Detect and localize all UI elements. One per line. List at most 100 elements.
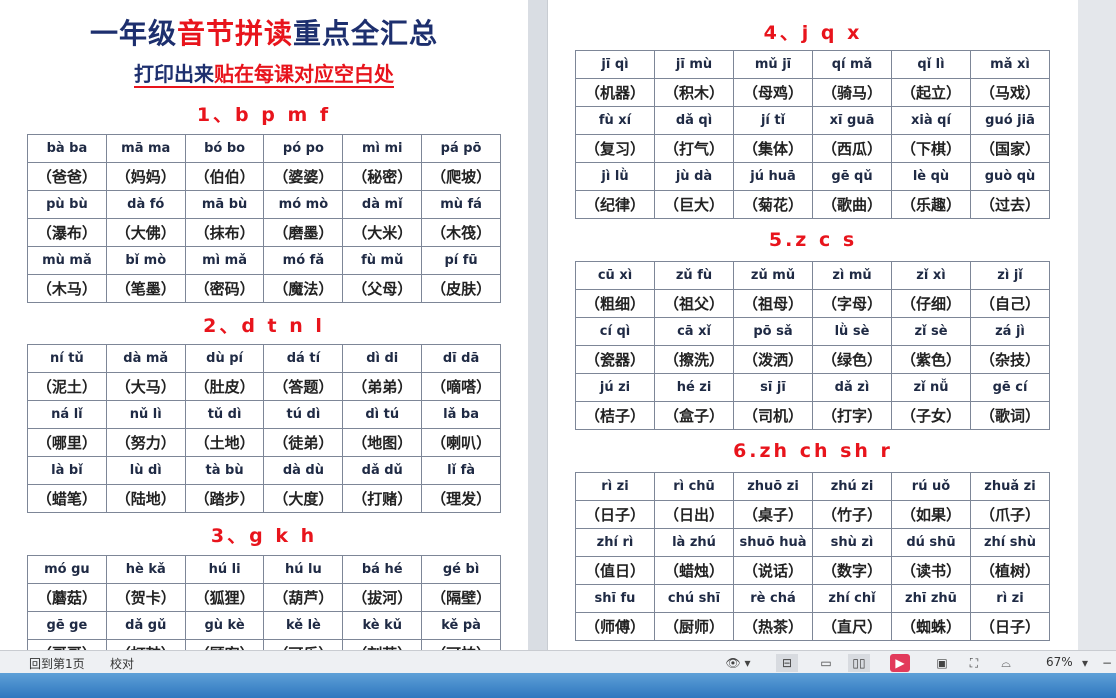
zoom-level[interactable]: 67%	[1046, 655, 1073, 669]
pinyin-cell: gē cí	[970, 373, 1050, 402]
section-heading: 6.zh ch sh r	[733, 440, 893, 462]
pinyin-row: mù mǎ bǐ mò mì mǎ mó fǎ fù mǔ pí fū	[27, 246, 501, 275]
word-cell: （大度）	[263, 484, 344, 513]
word-row: （纪律） （巨大） （菊花） （歌曲） （乐趣） （过去）	[575, 190, 1050, 219]
pinyin-row: cū xì zǔ fù zǔ mǔ zì mǔ zǐ xì zì jǐ	[575, 261, 1050, 290]
word-cell: （机器）	[575, 78, 655, 107]
word-cell: （歌曲）	[812, 190, 892, 219]
word-row: （桔子） （盒子） （司机） （打字） （子女） （歌词）	[575, 401, 1050, 430]
word-cell: （子女）	[891, 401, 971, 430]
pinyin-cell: jì lǜ	[575, 162, 655, 191]
word-cell: （大马）	[105, 372, 186, 401]
pinyin-cell: jī qì	[575, 50, 655, 79]
pinyin-cell: zá jì	[970, 317, 1050, 346]
word-cell: （竹子）	[812, 500, 892, 529]
pinyin-cell: hú lu	[263, 555, 344, 584]
pinyin-cell: zǐ xì	[891, 261, 971, 290]
word-row: （师傅） （厨师） （热茶） （直尺） （蜘蛛） （日子）	[575, 612, 1050, 641]
title-part: 一年级	[89, 17, 177, 50]
word-cell: （打字）	[812, 401, 892, 430]
pinyin-cell: zhuǎ zi	[970, 472, 1050, 501]
word-cell: （打鼓）	[105, 639, 186, 650]
word-row: （日子） （日出） （桌子） （竹子） （如果） （爪子）	[575, 500, 1050, 529]
pinyin-cell: shī fu	[575, 584, 655, 613]
pinyin-cell: sī jī	[733, 373, 813, 402]
word-cell: （秘密）	[342, 162, 423, 191]
zoom-out-icon[interactable]: −	[1101, 656, 1113, 670]
word-row: （哥哥）（打鼓）（顾客）（可乐）（刻苦）（可怕）	[27, 639, 501, 650]
pinyin-cell: kě lè	[263, 611, 344, 640]
pinyin-table: rì zi rì chū zhuō zi zhú zi rú uǒ zhuǎ zi （日子）…	[575, 472, 1050, 641]
single-page-icon[interactable]: ▭	[820, 656, 832, 670]
pinyin-row: ní tǔ dà mǎ dù pí dá tí dì di dī dā	[27, 344, 501, 373]
word-cell: （说话）	[733, 556, 813, 585]
play-icon[interactable]: ▶	[890, 654, 910, 672]
pinyin-cell: zhú zi	[812, 472, 892, 501]
word-cell: （集体）	[733, 134, 813, 163]
taskbar	[0, 673, 1116, 698]
pinyin-cell: mì mi	[342, 134, 423, 163]
status-bar: 回到第1页 校对 👁 ▾ ⊟ ▭ ▯▯ ▶ ▣ ⛶ ⌓ 67% ▾ −	[0, 650, 1116, 673]
pinyin-cell: kě pà	[421, 611, 501, 640]
word-cell: （桔子）	[575, 401, 655, 430]
word-cell: （盒子）	[654, 401, 734, 430]
word-cell: （蘑菇）	[27, 583, 107, 612]
word-row: （机器） （积木） （母鸡） （骑马） （起立） （马戏）	[575, 78, 1050, 107]
pinyin-table: mó gu hè kǎ hú li hú lu bá hé gé bì （蘑菇） （贺卡） （狐…	[27, 555, 501, 650]
pinyin-cell: rì zi	[575, 472, 655, 501]
pinyin-row: ná lǐ nǔ lì tǔ dì tú dì dì tú lǎ ba	[27, 400, 501, 429]
pinyin-cell: jú huā	[733, 162, 813, 191]
word-row: （木马） （笔墨） （密码） （魔法） （父母） （皮肤）	[27, 274, 501, 303]
word-cell: （葫芦）	[263, 583, 344, 612]
fullscreen-icon[interactable]: ⛶	[969, 655, 979, 670]
word-cell: （爬坡）	[421, 162, 501, 191]
goto-first-page-button[interactable]: 回到第1页	[29, 657, 85, 671]
word-cell: （魔法）	[263, 274, 344, 303]
word-cell: （蜡笔）	[27, 484, 107, 513]
word-cell: （打气）	[654, 134, 734, 163]
fit-page-icon[interactable]: ⌓	[1001, 655, 1011, 670]
pinyin-cell: pō sǎ	[733, 317, 813, 346]
word-cell: （皮肤）	[421, 274, 501, 303]
pinyin-cell: rè chá	[733, 584, 813, 613]
pinyin-cell: cū xì	[575, 261, 655, 290]
word-cell: （纪律）	[575, 190, 655, 219]
word-cell: （木马）	[27, 274, 107, 303]
pinyin-cell: mì mǎ	[184, 246, 265, 275]
word-cell: （紫色）	[891, 345, 971, 374]
pinyin-cell: mó mò	[263, 190, 344, 219]
word-cell: （如果）	[891, 500, 971, 529]
zoom-dropdown-icon[interactable]: ▾	[1081, 656, 1089, 670]
pinyin-table: cū xì zǔ fù zǔ mǔ zì mǔ zǐ xì zì jǐ （粗细） （祖父） （祖…	[575, 261, 1050, 430]
pinyin-row: bà ba mā ma bó bo pó po mì mi pá pō	[27, 134, 501, 163]
pinyin-row: cí qì cā xǐ pō sǎ lǜ sè zǐ sè zá jì	[575, 317, 1050, 346]
pinyin-cell: kè kǔ	[342, 611, 423, 640]
page-width-icon[interactable]: ⊟	[776, 654, 798, 672]
word-cell: （踏步）	[184, 484, 265, 513]
word-cell: （地图）	[342, 428, 423, 457]
two-page-icon[interactable]: ▯▯	[848, 654, 870, 672]
reading-mode-icon[interactable]: ▣	[936, 656, 948, 670]
word-cell: （读书）	[891, 556, 971, 585]
word-cell: （磨墨）	[263, 218, 344, 247]
word-cell: （可怕）	[421, 639, 501, 650]
scroll-area	[1078, 0, 1116, 650]
word-cell: （瀑布）	[27, 218, 107, 247]
pinyin-cell: zì mǔ	[812, 261, 892, 290]
word-cell: （努力）	[105, 428, 186, 457]
word-cell: （父母）	[342, 274, 423, 303]
pinyin-cell: cí qì	[575, 317, 655, 346]
pinyin-cell: shuō huà	[733, 528, 813, 557]
pinyin-cell: cā xǐ	[654, 317, 734, 346]
pinyin-row: fù xí dǎ qì jí tǐ xī guā xià qí guó jiā	[575, 106, 1050, 135]
pinyin-cell: jú zi	[575, 373, 655, 402]
pinyin-cell: là zhú	[654, 528, 734, 557]
pinyin-cell: qǐ lì	[891, 50, 971, 79]
word-cell: （拔河）	[342, 583, 423, 612]
word-cell: （哪里）	[27, 428, 107, 457]
pinyin-cell: zǐ nǚ	[891, 373, 971, 402]
proofread-button[interactable]: 校对	[110, 657, 135, 671]
word-cell: （植树）	[970, 556, 1050, 585]
word-row: （蜡笔） （陆地） （踏步） （大度） （打赌） （理发）	[27, 484, 501, 513]
eye-protection-icon[interactable]: 👁 ▾	[725, 656, 751, 670]
